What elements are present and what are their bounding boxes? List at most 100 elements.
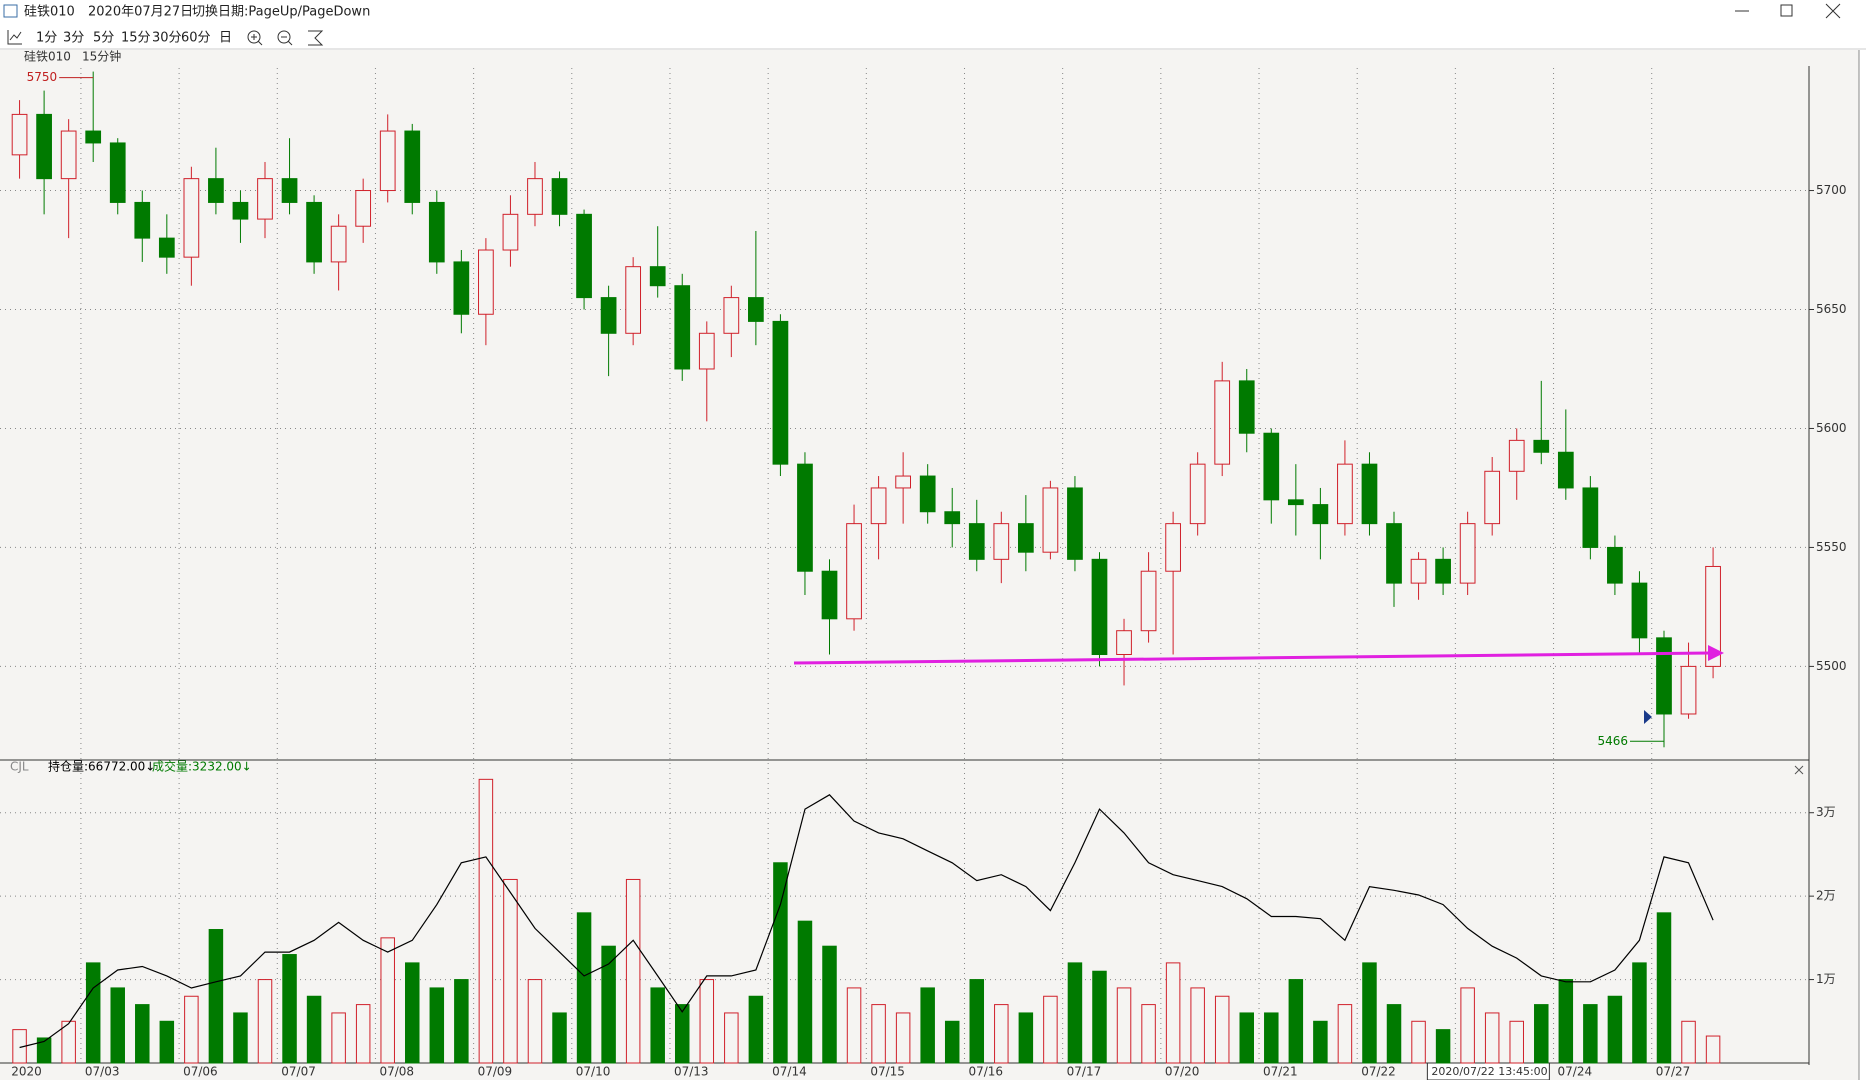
x-tick-label: 07/24 [1558,1065,1593,1079]
period-button[interactable]: 15分 [121,31,151,46]
x-tick-label: 07/08 [379,1065,414,1079]
candle-body [1116,630,1132,656]
period-button[interactable]: 5分 [93,31,114,46]
candle-body [281,178,298,203]
candle-body [109,142,126,203]
x-tick-label: 07/09 [478,1065,513,1079]
candle-body [36,113,52,180]
volume-bar [478,778,494,1064]
volume-bar [1386,1004,1402,1064]
volume-bar [552,1012,567,1064]
volume-bar [110,987,125,1064]
candle-body [846,523,862,620]
drawn-trendline [793,651,1711,665]
volume-bar [85,962,101,1064]
volume-bar [1705,1035,1721,1064]
x-tick-label: 07/17 [1067,1065,1102,1079]
window-date: 2020年07月27日 [88,5,193,20]
zoom-in-glyph [251,34,263,46]
panel-close[interactable] [1794,765,1804,775]
candle-body [306,201,322,263]
volume-bar [895,1012,911,1064]
volume-bar [1018,1012,1034,1064]
candle-body [502,213,519,251]
volume-bar [405,962,420,1064]
volume-bar [1435,1029,1451,1064]
window-hint: 切换日期:PageUp/PageDown [192,5,370,20]
candle-body [1386,523,1402,584]
candle-body [1459,523,1476,584]
cursor-marker [1644,710,1652,724]
y-tick-label: 5500 [1816,659,1847,673]
settings-icon[interactable] [308,30,324,46]
candle-body [1312,504,1329,525]
volume-bar [1460,987,1475,1064]
candle-body [1484,470,1501,525]
x-tick-label: 07/03 [85,1065,120,1079]
candle-body [895,475,911,489]
indicator-label: CJL [10,760,29,774]
period-button[interactable]: 1分 [36,31,57,46]
x-tick-label: 07/21 [1263,1065,1298,1079]
toolbar: 1分 3分 5分 15分 30分 60分日 [36,31,232,46]
volume-bar [846,987,862,1064]
volume-bar [773,862,788,1064]
volume-bar [994,1004,1009,1064]
y-tick-label: 5550 [1816,540,1847,554]
period-label: 15分钟 [82,49,121,64]
period-button[interactable]: 3分 [63,31,84,46]
volume-bar [1313,1020,1328,1064]
volume-bar [748,995,764,1064]
volume-bar [257,979,273,1064]
candle-body [698,332,715,370]
x-tick-label: 2020 [11,1065,42,1079]
volume-bar [36,1037,52,1064]
volume-bar [601,945,616,1064]
volume-bar [1116,987,1132,1064]
candle-body [919,475,936,513]
cursor-label: 2020/07/22 13:45:00 [1431,1065,1547,1078]
candle-body [379,130,396,192]
candle-body [1361,463,1378,525]
volume-bar [1656,912,1672,1064]
volume-bar [1583,1004,1598,1064]
volume-bar [699,979,715,1064]
period-button[interactable]: 30分 [152,31,182,46]
y-tick-label: 5700 [1816,183,1847,197]
volume-bar [454,979,469,1064]
volume-bar [208,929,224,1064]
period-button[interactable]: 日 [219,31,232,46]
volume-bar [1288,979,1304,1064]
volume-bar [822,945,837,1064]
candle-body [674,285,691,370]
volume-bar [625,878,641,1064]
candle-body [257,178,273,220]
zoom-in-icon[interactable] [247,30,261,44]
close-button[interactable] [1825,3,1841,19]
volume-bar [944,1020,960,1064]
open-interest-line [19,794,1714,1049]
volume-bar [233,1012,248,1064]
y-tick-label: 2万 [1816,889,1836,903]
volume-bar [1484,1012,1500,1064]
restore-button[interactable] [1780,4,1793,17]
candle-body [478,249,494,315]
candle-body [1410,558,1427,584]
candle-body [625,266,642,334]
app-icon [3,4,18,18]
x-tick-label: 07/22 [1361,1065,1396,1079]
candle-body [1238,380,1255,434]
min-label: 5466 [1597,734,1628,748]
x-tick-label: 07/20 [1165,1065,1200,1079]
period-button[interactable]: 60分 [181,31,211,46]
candle-body [1067,487,1083,560]
volume-bar [920,987,935,1064]
volume-bar [1632,962,1647,1064]
candle-body [85,130,102,144]
chart-icon[interactable] [7,30,22,45]
candle-body [551,178,568,215]
candle-body [1607,546,1623,584]
candle-body [1435,558,1451,584]
zoom-out-icon[interactable] [277,30,291,44]
candle-body [772,320,789,465]
